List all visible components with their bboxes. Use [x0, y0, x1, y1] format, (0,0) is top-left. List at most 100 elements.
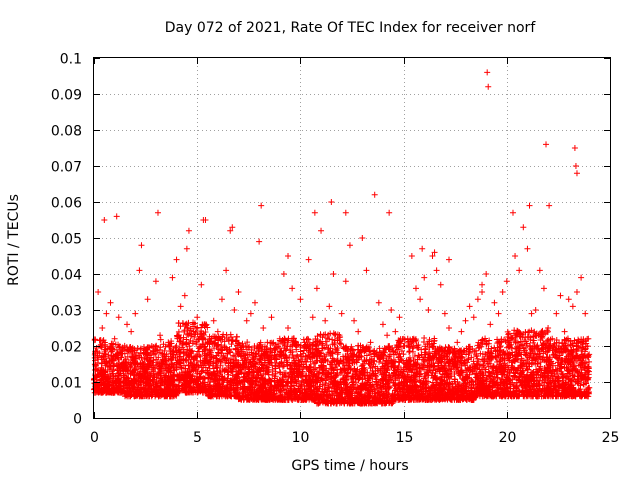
data-point — [129, 357, 136, 364]
data-point — [107, 344, 114, 351]
data-point — [202, 364, 209, 371]
data-point — [122, 359, 129, 366]
data-point — [160, 341, 167, 348]
data-point — [157, 336, 164, 343]
data-point — [125, 377, 132, 384]
data-point — [124, 353, 131, 360]
data-point — [91, 380, 98, 387]
data-point — [98, 370, 105, 377]
data-point — [173, 392, 180, 399]
data-point — [233, 333, 240, 340]
data-point — [133, 392, 140, 399]
data-point — [159, 376, 166, 383]
data-point — [199, 340, 206, 347]
data-point — [141, 386, 148, 393]
data-point — [175, 383, 182, 390]
data-point — [132, 355, 139, 362]
data-point — [91, 337, 98, 344]
data-point — [93, 344, 100, 351]
data-point — [106, 382, 113, 389]
data-point — [145, 382, 152, 389]
data-point — [168, 360, 175, 367]
data-point — [101, 348, 108, 355]
data-point — [185, 331, 192, 338]
data-point — [153, 362, 160, 369]
data-point — [188, 333, 195, 340]
data-point — [123, 374, 130, 381]
data-point — [169, 354, 176, 361]
data-point — [101, 369, 108, 376]
data-point — [138, 373, 145, 380]
data-point — [110, 366, 117, 373]
data-point — [143, 346, 150, 353]
data-point — [129, 350, 136, 357]
data-point — [115, 375, 122, 382]
chart-title: Day 072 of 2021, Rate Of TEC Index for r… — [165, 20, 537, 36]
data-point — [142, 380, 149, 387]
data-point — [148, 384, 155, 391]
data-point — [115, 367, 122, 374]
data-point — [134, 369, 141, 376]
data-point — [157, 369, 164, 376]
data-point — [181, 328, 188, 335]
data-point — [111, 357, 118, 364]
data-point — [159, 388, 166, 395]
data-point — [144, 345, 151, 352]
data-point — [142, 369, 149, 376]
data-point — [113, 351, 120, 358]
data-point — [99, 352, 106, 359]
data-point — [122, 379, 129, 386]
data-point — [174, 349, 181, 356]
data-point — [194, 324, 201, 331]
data-point — [147, 372, 154, 379]
data-point — [184, 330, 191, 337]
data-point — [170, 345, 177, 352]
data-point — [124, 388, 131, 395]
data-point — [159, 361, 166, 368]
data-point — [126, 361, 133, 368]
data-point — [115, 355, 122, 362]
data-point — [142, 390, 149, 397]
data-point — [123, 347, 130, 354]
data-point — [134, 391, 141, 398]
data-point — [104, 345, 111, 352]
data-point — [137, 368, 144, 375]
data-point — [103, 375, 110, 382]
data-point — [158, 379, 165, 386]
data-point — [126, 344, 133, 351]
data-point — [105, 388, 112, 395]
data-point — [137, 360, 144, 367]
data-point — [168, 353, 175, 360]
data-point — [167, 350, 174, 357]
data-point — [118, 350, 125, 357]
data-point — [189, 347, 196, 354]
data-point — [162, 380, 169, 387]
data-point — [140, 385, 147, 392]
data-point — [331, 331, 338, 338]
data-point — [97, 337, 104, 344]
data-point — [148, 364, 155, 371]
data-point — [142, 376, 149, 383]
data-point — [139, 374, 146, 381]
data-point — [98, 360, 105, 367]
data-point — [153, 383, 160, 390]
data-point — [104, 367, 111, 374]
data-point — [106, 370, 113, 377]
data-point — [146, 357, 153, 364]
data-point — [165, 365, 172, 372]
data-point — [141, 355, 148, 362]
data-point — [162, 358, 169, 365]
data-point — [157, 344, 164, 351]
data-point — [164, 392, 171, 399]
data-point — [169, 385, 176, 392]
data-point — [167, 375, 174, 382]
data-point — [166, 343, 173, 350]
data-point — [122, 365, 129, 372]
data-point — [116, 343, 123, 350]
data-point — [106, 389, 113, 396]
data-point — [113, 385, 120, 392]
data-point — [117, 380, 124, 387]
data-point — [147, 377, 154, 384]
data-point — [135, 363, 142, 370]
